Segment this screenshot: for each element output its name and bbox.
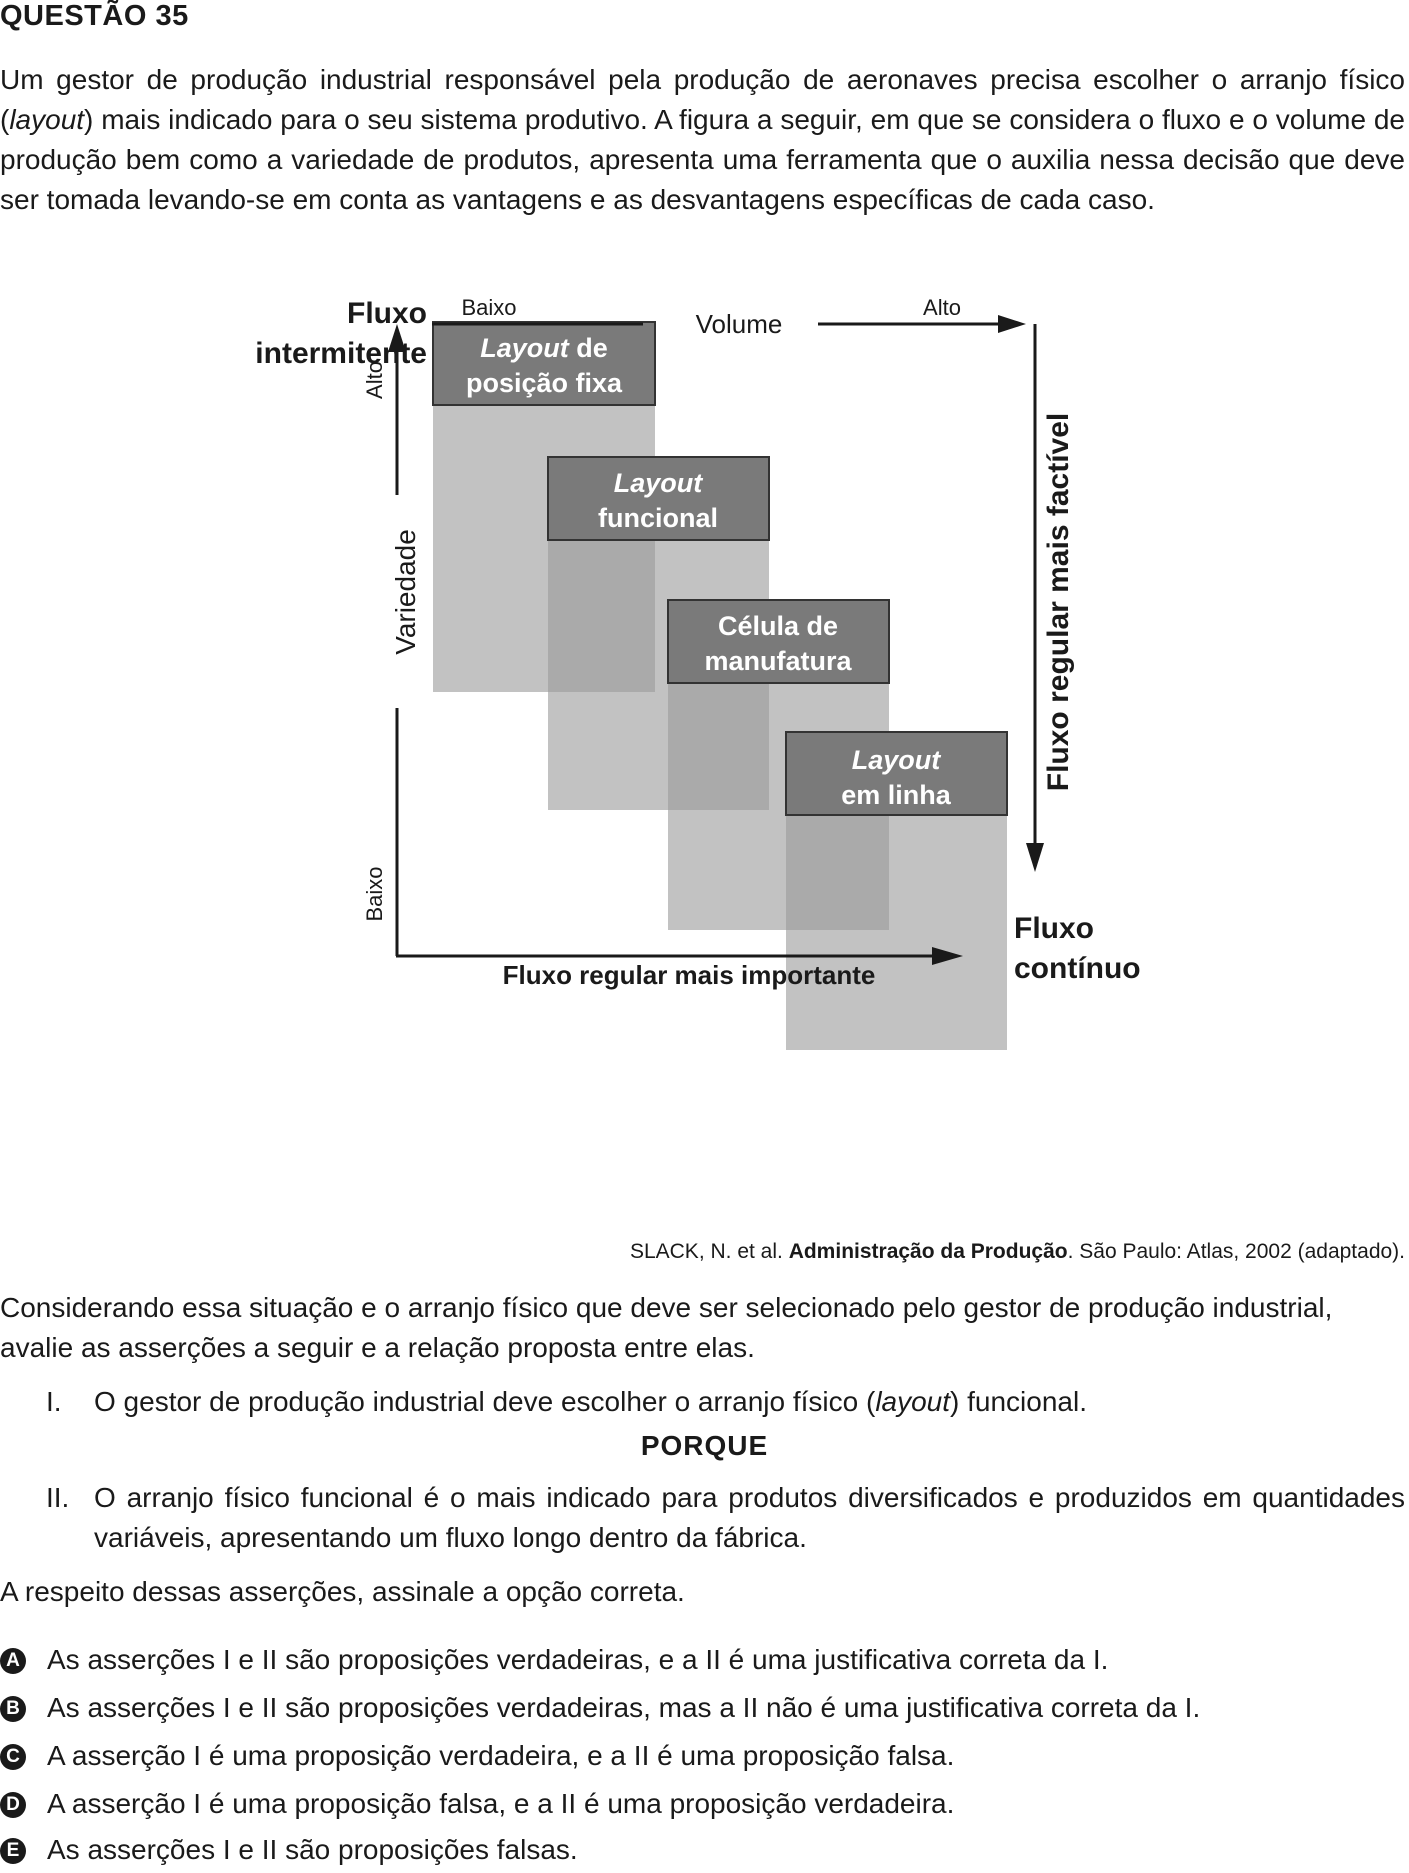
label-fluxo-continuo-2: contínuo [1014, 952, 1141, 985]
bottom-axis-label: Fluxo regular mais importante [503, 960, 876, 990]
porque-connector: PORQUE [640, 1430, 769, 1461]
option-e-text: As asserções I e II são proposições fals… [47, 1834, 578, 1865]
intro-text: Um gestor de produção industrial respons… [0, 64, 1405, 215]
right-arrowhead [1026, 843, 1044, 872]
question-title: QUESTÃO 35 [0, 0, 189, 32]
option-c-letter-badge: C [0, 1744, 26, 1770]
box-layout-funcional: Layout funcional [547, 456, 770, 541]
svg-text:Layout de: Layout de [480, 333, 608, 363]
right-axis-label: Fluxo regular mais factível [1042, 413, 1075, 791]
variety-arrowhead [388, 324, 406, 352]
instruction-text: A respeito dessas asserções, assinale a … [0, 1576, 685, 1607]
volume-label: Volume [696, 309, 783, 339]
assertion-1-after: ) funcional. [950, 1386, 1087, 1417]
svg-text:Célula de: Célula de [718, 611, 838, 641]
figure-citation: SLACK, N. et al. Administração da Produç… [630, 1240, 1405, 1264]
box-layout-posicao-fixa: Layout de posição fixa [432, 321, 656, 406]
option-a-text: As asserções I e II são proposições verd… [47, 1644, 1109, 1675]
considering-text: Considerando essa situação e o arranjo f… [0, 1292, 1333, 1363]
assertion-1-text: O gestor de produção industrial deve esc… [94, 1382, 1405, 1422]
svg-text:posição fixa: posição fixa [466, 368, 623, 398]
label-fluxo-continuo-1: Fluxo [1014, 912, 1094, 945]
volume-low-label: Baixo [461, 295, 516, 320]
volume-high-label: Alto [923, 295, 961, 320]
option-c-text: A asserção I é uma proposição verdadeira… [47, 1740, 955, 1771]
svg-text:Layout: Layout [852, 745, 942, 775]
svg-text:em linha: em linha [841, 780, 952, 810]
svg-text:manufatura: manufatura [704, 646, 852, 676]
svg-text:Layout: Layout [614, 468, 704, 498]
option-a-letter-badge: A [0, 1648, 26, 1674]
assertion-1-italic: layout [875, 1386, 951, 1417]
layout-diagram: Layout de posição fixa Layout funcional … [255, 295, 1141, 1050]
option-d-letter-badge: D [0, 1792, 26, 1818]
assertion-1: I. O gestor de produção industrial deve … [0, 1382, 1405, 1422]
option-b-letter-badge: B [0, 1696, 26, 1722]
question-intro: Um gestor de produção industrial respons… [0, 60, 1405, 220]
assertion-2-number: II. [46, 1482, 70, 1513]
option-b-text: As asserções I e II são proposições verd… [47, 1692, 1201, 1723]
assertion-2: II. O arranjo físico funcional é o mais … [0, 1478, 1405, 1558]
citation-book: Administração da Produção [788, 1240, 1068, 1263]
citation-author: SLACK, N. et al. [629, 1240, 789, 1263]
layout-selection-figure: Layout de posição fixa Layout funcional … [0, 280, 1409, 1210]
assertion-1-number: I. [46, 1386, 62, 1417]
variety-low-label: Baixo [362, 866, 387, 921]
svg-text:funcional: funcional [598, 503, 718, 533]
citation-rest: . São Paulo: Atlas, 2002 (adaptado). [1067, 1240, 1405, 1263]
option-d-text: A asserção I é uma proposição falsa, e a… [47, 1788, 955, 1819]
option-e-letter-badge: E [0, 1838, 26, 1864]
volume-arrowhead [998, 315, 1026, 333]
label-fluxo-intermitente-1: Fluxo [347, 297, 427, 330]
assertion-2-text: O arranjo físico funcional é o mais indi… [94, 1482, 1405, 1553]
box-layout-em-linha: Layout em linha [785, 731, 1008, 816]
variety-high-label: Alto [362, 361, 387, 399]
assertion-1-before: O gestor de produção industrial deve esc… [94, 1386, 876, 1417]
bottom-arrowhead [932, 947, 963, 965]
box-celula-de-manufatura: Célula de manufatura [667, 599, 890, 684]
variety-label: Variedade [390, 529, 421, 655]
